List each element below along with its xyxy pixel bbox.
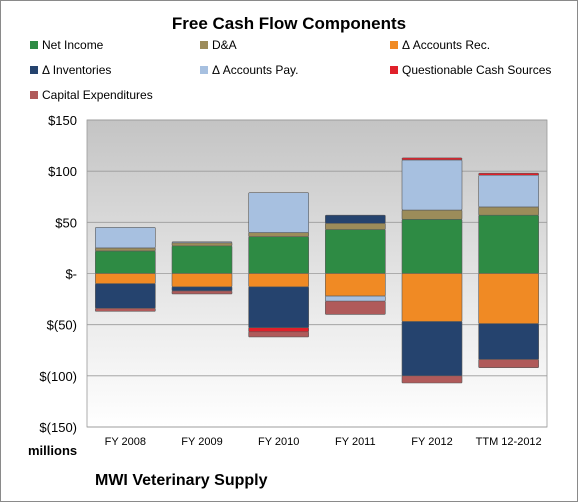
x-tick-label: FY 2011 [335, 436, 376, 448]
bar-segment [248, 236, 309, 274]
legend-item: Net Income [30, 38, 103, 52]
company-name: MWI Veterinary Supply [95, 472, 268, 489]
bar-segment [401, 159, 463, 211]
bar-segment [248, 327, 309, 333]
legend-swatch [30, 65, 38, 74]
bar-segment [248, 331, 309, 338]
bar-segment [171, 286, 233, 292]
bar-segment [171, 241, 233, 244]
legend-label: Net Income [42, 38, 104, 52]
legend-swatch [30, 40, 38, 49]
bar-segment [401, 321, 463, 377]
legend-item: Questionable Cash Sources [390, 63, 551, 77]
bar-segment [325, 300, 386, 315]
bar-segment [95, 250, 156, 274]
bar-segment [401, 273, 463, 322]
legend-swatch [390, 65, 398, 74]
y-tick-label: $100 [48, 164, 77, 179]
bar-segment [248, 273, 309, 288]
bar-segment [401, 157, 463, 161]
x-tick-label: FY 2012 [411, 436, 452, 448]
bar-segment [95, 283, 156, 309]
bar-segment [478, 273, 539, 324]
legend-item: Capital Expenditures [30, 88, 153, 102]
bar-segment [95, 307, 156, 312]
bar-segment [401, 375, 463, 384]
x-tick-label: FY 2008 [105, 436, 146, 448]
legend-swatch [200, 65, 208, 74]
units-label: millions [28, 443, 78, 458]
legend-label: D&A [212, 38, 237, 52]
bar-segment [325, 273, 386, 297]
legend-swatch [390, 40, 398, 49]
bar-segment [478, 359, 539, 368]
bar-segment [171, 245, 233, 274]
legend-label: Δ Accounts Pay. [212, 63, 299, 77]
bar-segment [401, 218, 463, 274]
y-tick-label: $(50) [47, 318, 77, 333]
bar-segment [248, 192, 309, 233]
x-tick-label: FY 2009 [181, 436, 222, 448]
x-tick-label: TTM 12-2012 [476, 436, 542, 448]
bar-segment [478, 323, 539, 360]
chart-title: Free Cash Flow Components [171, 14, 407, 33]
x-tick-label: FY 2010 [258, 436, 299, 448]
bar-segment [325, 223, 386, 230]
bar-segment [478, 214, 539, 274]
bar-segment [325, 214, 386, 224]
bar-segment [478, 172, 539, 176]
bar-segment [171, 242, 233, 247]
legend-label: Δ Inventories [42, 63, 112, 77]
y-tick-label: $150 [48, 113, 77, 128]
legend-swatch [30, 90, 38, 99]
bar-segment [248, 286, 309, 329]
y-tick-label: $- [65, 267, 77, 282]
y-tick-label: $50 [55, 215, 77, 230]
bar-segment [325, 295, 386, 302]
legend-label: Questionable Cash Sources [402, 63, 552, 77]
legend-item: Δ Inventories [30, 63, 111, 77]
bar-segment [171, 290, 233, 295]
y-tick-label: $(100) [39, 369, 77, 384]
bar-segment [248, 232, 309, 237]
bar-segment [95, 247, 156, 252]
bar-segment [95, 227, 156, 249]
legend-label: Δ Accounts Rec. [402, 38, 491, 52]
bar-segment [478, 174, 539, 208]
bar-segment [171, 273, 233, 288]
bar-segment [478, 206, 539, 216]
bar-segment [95, 273, 156, 285]
legend-label: Capital Expenditures [42, 88, 153, 102]
bar-segment [325, 229, 386, 274]
legend-swatch [200, 40, 208, 49]
y-tick-label: $(150) [39, 420, 77, 435]
bar-segment [401, 209, 463, 220]
legend-item: D&A [200, 38, 237, 52]
legend-item: Δ Accounts Pay. [200, 63, 299, 77]
legend-item: Δ Accounts Rec. [390, 38, 490, 52]
